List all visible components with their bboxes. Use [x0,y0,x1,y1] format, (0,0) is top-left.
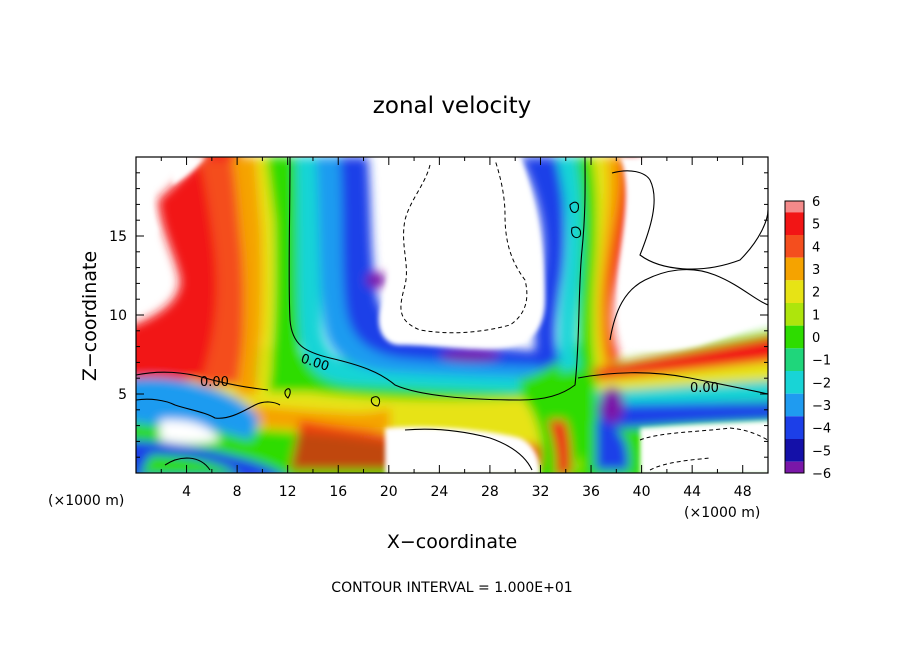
colorbar-label: 3 [812,263,820,278]
x-tick-label: 40 [633,484,651,500]
colorbar-swatch [785,348,804,371]
x-tick-label: 16 [329,484,347,500]
x-tick-label: 4 [182,484,191,500]
x-tick-label: 48 [734,484,752,500]
y-axis-ticks: 5 10 15 [109,172,768,458]
colorbar: 6 5 4 3 2 1 0 −1 −2 −3 −4 −5 −6 [784,195,831,482]
y-tick-label: 15 [109,229,127,245]
colorbar-label: 5 [812,218,820,233]
chart-title: zonal velocity [373,93,531,119]
colorbar-swatch [785,393,804,417]
contour-label: 0.00 [690,381,719,396]
colorbar-swatch [785,280,804,303]
x-unit-right: (×1000 m) [684,505,760,521]
x-tick-label: 20 [380,484,398,500]
x-tick-label: 44 [683,484,701,500]
colorbar-label: −6 [812,467,831,482]
y-tick-label: 5 [118,387,127,403]
colorbar-swatch [785,371,804,394]
colorbar-label: 0 [812,331,820,346]
x-unit-left: (×1000 m) [48,493,124,509]
x-tick-label: 36 [582,484,600,500]
colorbar-label: −2 [812,376,831,391]
x-axis-ticks: 4 8 12 16 20 24 28 32 36 40 44 48 [160,157,752,500]
contour-interval-note: CONTOUR INTERVAL = 1.000E+01 [331,580,572,596]
colorbar-swatch [785,235,804,258]
colorbar-swatch [785,201,804,213]
colorbar-swatch [785,303,804,326]
colorbar-swatch [785,212,804,235]
colorbar-label: −5 [812,444,831,459]
y-axis-title: Z−coordinate [79,251,101,381]
colorbar-swatch [785,257,804,281]
colorbar-frame [784,200,805,474]
colorbar-label: −1 [812,354,831,369]
colorbar-swatch [785,461,804,473]
x-tick-label: 8 [233,484,242,500]
x-tick-label: 32 [532,484,550,500]
x-tick-label: 24 [430,484,448,500]
colorbar-swatch [785,439,804,462]
contour-label: 0.00 [200,375,229,390]
heatmap-field: 0.00 0.00 0.00 [136,157,768,473]
x-tick-label: 28 [481,484,499,500]
colorbar-label: 4 [812,240,820,255]
colorbar-swatch [785,325,804,349]
colorbar-swatch [785,416,804,439]
colorbar-label: 1 [812,308,820,323]
x-axis-title: X−coordinate [387,531,517,553]
colorbar-label: 2 [812,286,820,301]
y-tick-label: 10 [109,308,127,324]
colorbar-label: −4 [812,422,831,437]
x-tick-label: 12 [279,484,297,500]
colorbar-label: 6 [812,195,820,210]
colorbar-label: −3 [812,399,831,414]
